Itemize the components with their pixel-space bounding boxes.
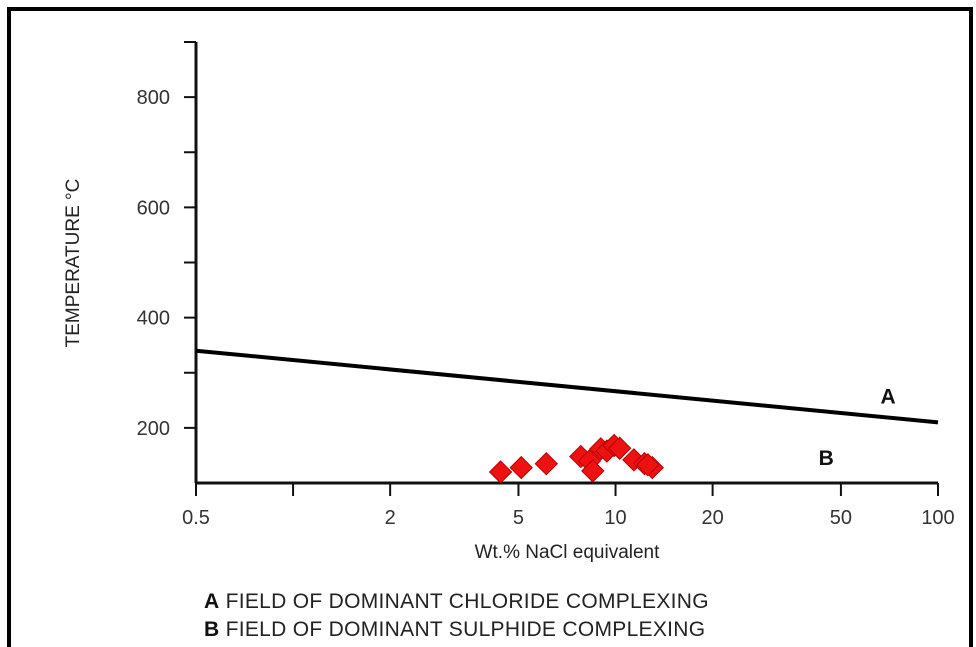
data-point	[534, 451, 559, 476]
legend-letter-a: A	[204, 590, 220, 613]
x-tick-label: 100	[921, 507, 954, 529]
legend-text-a: FIELD OF DOMINANT CHLORIDE COMPLEXING	[225, 590, 709, 613]
data-point	[636, 453, 660, 477]
x-tick-label: 10	[604, 507, 626, 529]
data-point	[607, 436, 632, 460]
x-axis-title: Wt.% NaCl equivalent	[475, 542, 661, 563]
data-point	[488, 460, 513, 484]
field-label-b: B	[819, 447, 834, 470]
x-tick-label: 2	[385, 507, 396, 529]
y-axis-title: TEMPERATURE °C	[63, 179, 84, 348]
data-points	[488, 433, 664, 484]
legend-line-a: A FIELD OF DOMINANT CHLORIDE COMPLEXING	[204, 590, 709, 614]
field-label-a: A	[880, 385, 895, 408]
y-tick-label: 200	[137, 418, 170, 440]
y-tick-label: 600	[137, 197, 170, 219]
chart-labels: AB	[819, 385, 896, 470]
legend-line-b: B FIELD OF DOMINANT SULPHIDE COMPLEXING	[204, 618, 705, 642]
x-tick-label: 0.5	[182, 507, 210, 529]
x-tick-label: 5	[513, 507, 524, 529]
y-tick-label: 400	[137, 308, 170, 330]
x-tick-label: 50	[830, 507, 852, 529]
data-point	[581, 459, 605, 483]
legend-letter-b: B	[204, 618, 220, 641]
boundary-line-layer	[195, 348, 939, 425]
boundary-line	[195, 348, 939, 425]
axes: 200 400 600 800 0.5 2 5 10 20 50 100 Wt.% NaCl equi…	[63, 41, 955, 563]
data-point	[509, 455, 533, 480]
y-tick-label: 800	[137, 87, 170, 109]
legend-text-b: FIELD OF DOMINANT SULPHIDE COMPLEXING	[225, 618, 706, 641]
x-tick-label: 20	[701, 507, 723, 529]
